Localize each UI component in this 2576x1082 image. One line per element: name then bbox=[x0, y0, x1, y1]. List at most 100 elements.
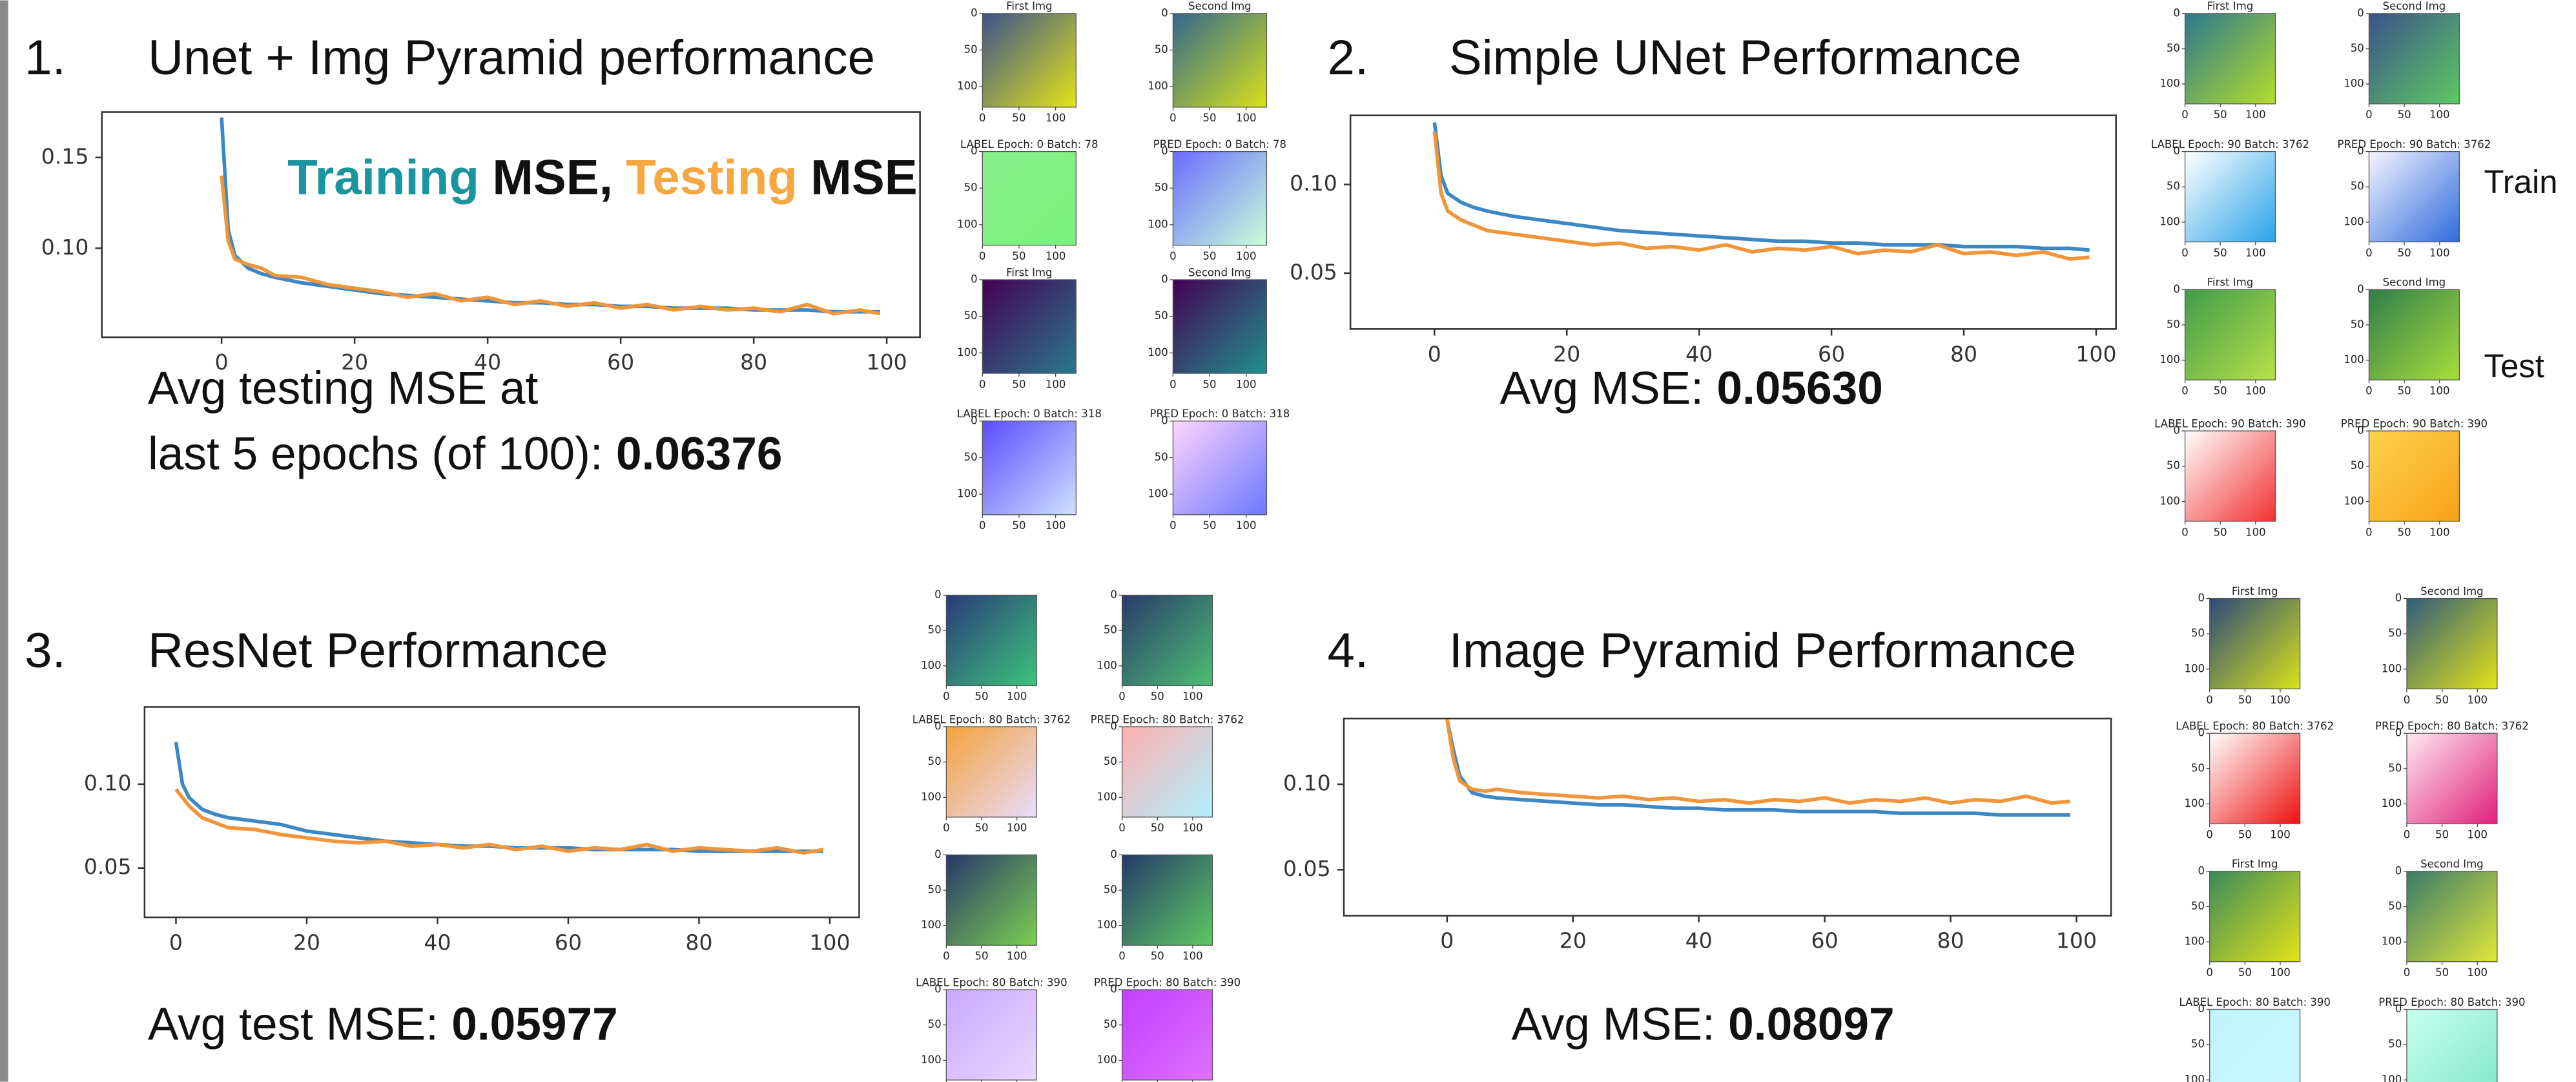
thumbnail-x-tick-label: 50 bbox=[2214, 384, 2227, 397]
thumbnail-y-tick-label: 0 bbox=[2357, 424, 2364, 437]
thumbnail-title: PRED Epoch: 80 Batch: 3762 bbox=[1091, 713, 1244, 725]
thumbnail-y-tick-label: 0 bbox=[2357, 283, 2364, 295]
thumbnail-x-tick-label: 100 bbox=[1182, 822, 1203, 834]
thumbnail-title: First Img bbox=[2232, 585, 2278, 598]
thumbnail-title: LABEL Epoch: 80 Batch: 3762 bbox=[2176, 720, 2334, 732]
thumbnail-x-tick-label: 0 bbox=[979, 378, 986, 390]
thumbnail-y-tick-label: 0 bbox=[1161, 145, 1168, 157]
thumbnail-image bbox=[945, 989, 1037, 1081]
thumbnail-y-tick-label: 100 bbox=[1148, 80, 1168, 92]
x-tick-label: 100 bbox=[2056, 928, 2097, 953]
thumbnail-image bbox=[2406, 598, 2498, 690]
thumbnail-y-tick-label: 50 bbox=[964, 309, 978, 322]
thumbnail-image bbox=[982, 13, 1077, 108]
thumbnail-x-tick-label: 100 bbox=[1046, 519, 1066, 532]
thumbnail-y-tick-label: 50 bbox=[2167, 318, 2180, 330]
thumbnail-x-tick-label: 50 bbox=[974, 950, 988, 962]
thumbnail-x-tick-label: 0 bbox=[943, 691, 950, 703]
thumbnail-x-tick-label: 100 bbox=[1046, 378, 1066, 390]
thumbnail-x-tick-label: 50 bbox=[1203, 378, 1217, 390]
thumbnail-y-tick-label: 50 bbox=[2388, 627, 2402, 640]
thumbnail-y-tick-label: 0 bbox=[2357, 6, 2364, 19]
thumbnail-image bbox=[2368, 151, 2460, 243]
thumbnail-image bbox=[945, 726, 1037, 818]
thumbnail-image bbox=[945, 854, 1037, 946]
thumbnail-title: First Img bbox=[1006, 266, 1052, 278]
thumbnail-x-tick-label: 100 bbox=[2270, 694, 2291, 706]
thumbnail-title: PRED Epoch: 80 Batch: 390 bbox=[2378, 996, 2525, 1008]
thumbnail-y-tick-label: 100 bbox=[2159, 78, 2180, 90]
chart-title: ResNet Performance bbox=[148, 623, 608, 678]
thumbnail-image bbox=[945, 594, 1037, 687]
x-tick-label: 60 bbox=[1811, 928, 1839, 953]
thumbnail-x-tick-label: 0 bbox=[2181, 384, 2189, 397]
thumbnail-y-tick-label: 50 bbox=[1155, 182, 1168, 194]
note-text: Avg MSE: bbox=[1500, 363, 1704, 414]
chart: 1. Unet + Img Pyramid performance 0.10 0.15… bbox=[25, 30, 921, 480]
note: Avg MSE: 0.05630 bbox=[1500, 363, 1883, 414]
thumbnail-x-tick-label: 100 bbox=[2270, 828, 2291, 840]
thumbnail-y-tick-label: 50 bbox=[2167, 42, 2180, 54]
thumbnail-y-tick-label: 100 bbox=[1097, 791, 1117, 803]
thumbnail-y-tick-label: 100 bbox=[957, 80, 978, 92]
thumbnail-y-tick-label: 0 bbox=[2173, 283, 2180, 295]
plot-frame bbox=[143, 706, 860, 919]
thumbnail-x-tick-label: 100 bbox=[2429, 109, 2450, 121]
x-tick-label: 20 bbox=[293, 930, 320, 955]
thumbnail-image bbox=[982, 421, 1077, 515]
thumbnail-y-tick-label: 100 bbox=[1097, 1054, 1117, 1066]
slide-number: 3. bbox=[25, 623, 66, 678]
x-tick-label: 40 bbox=[474, 349, 501, 375]
thumbnail-title: Second Img bbox=[2420, 585, 2483, 598]
thumbnail-x-tick-label: 50 bbox=[1151, 950, 1164, 962]
thumbnail-y-tick-label: 50 bbox=[2191, 900, 2205, 912]
thumbnail-x-tick-label: 50 bbox=[2398, 109, 2411, 121]
side-label: Train bbox=[2484, 163, 2558, 200]
thumbnail-y-tick-label: 0 bbox=[2395, 1003, 2402, 1015]
x-tick-label: 80 bbox=[1937, 928, 1964, 953]
thumbnail-y-tick-label: 0 bbox=[2198, 727, 2205, 739]
thumbnail-x-tick-label: 0 bbox=[943, 822, 950, 834]
thumbnail-image bbox=[2184, 430, 2276, 522]
thumbnail-y-tick-label: 0 bbox=[971, 145, 978, 157]
thumbnail-x-tick-label: 50 bbox=[1151, 822, 1164, 834]
thumbnail-y-tick-label: 0 bbox=[2198, 1003, 2205, 1015]
x-tick-label: 40 bbox=[1685, 342, 1713, 367]
thumbnail-title: LABEL Epoch: 0 Batch: 318 bbox=[957, 408, 1102, 420]
thumbnail-x-tick-label: 50 bbox=[2214, 109, 2227, 121]
series-line bbox=[174, 787, 824, 855]
series-line bbox=[1432, 131, 2090, 261]
thumbnail-x-tick-label: 50 bbox=[2238, 966, 2252, 979]
thumbnail-y-tick-label: 50 bbox=[2191, 1038, 2205, 1050]
thumbnail-y-tick-label: 50 bbox=[2351, 180, 2364, 192]
thumbnail-y-tick-label: 100 bbox=[1148, 218, 1168, 230]
thumbnail-y-tick-label: 50 bbox=[2351, 318, 2364, 330]
thumbnail-y-tick-label: 50 bbox=[2388, 900, 2402, 912]
thumbnail-y-tick-label: 0 bbox=[2173, 6, 2180, 19]
y-tick-label: 0.15 bbox=[41, 143, 89, 169]
thumbnail-y-tick-label: 0 bbox=[2395, 727, 2402, 739]
note-text: Avg test MSE: bbox=[148, 999, 438, 1050]
thumbnail-title: PRED Epoch: 0 Batch: 78 bbox=[1153, 138, 1286, 151]
thumbnail-y-tick-label: 0 bbox=[2173, 145, 2180, 157]
thumbnail-x-tick-label: 0 bbox=[2365, 384, 2373, 397]
thumbnail-y-tick-label: 100 bbox=[2344, 495, 2364, 507]
thumbnail-x-tick-label: 0 bbox=[2404, 966, 2411, 979]
thumbnail-y-tick-label: 0 bbox=[971, 273, 978, 286]
thumbnail-x-tick-label: 0 bbox=[2181, 247, 2189, 259]
thumbnail-x-tick-label: 0 bbox=[2181, 109, 2189, 121]
thumbnail-title: PRED Epoch: 90 Batch: 390 bbox=[2341, 417, 2488, 430]
thumbnail-y-tick-label: 50 bbox=[1155, 43, 1168, 56]
note: last 5 epochs (of 100): 0.06376 bbox=[148, 429, 782, 480]
chart: 3. ResNet Performance 0.05 0.10 0 20 40 60 80 100… bbox=[25, 623, 860, 1050]
thumbnail-x-tick-label: 50 bbox=[2398, 247, 2411, 259]
thumbnail-x-tick-label: 50 bbox=[1012, 378, 1025, 390]
thumbnail-x-tick-label: 50 bbox=[1151, 691, 1164, 703]
thumbnail-x-tick-label: 0 bbox=[2206, 966, 2213, 979]
thumbnail-x-tick-label: 100 bbox=[1236, 378, 1257, 390]
thumbnail-y-tick-label: 0 bbox=[2198, 864, 2205, 877]
x-tick-label: 40 bbox=[424, 930, 451, 955]
legend-entry: MSE, bbox=[492, 151, 613, 205]
x-tick-label: 100 bbox=[809, 930, 850, 955]
thumbnail-y-tick-label: 0 bbox=[1110, 848, 1117, 860]
